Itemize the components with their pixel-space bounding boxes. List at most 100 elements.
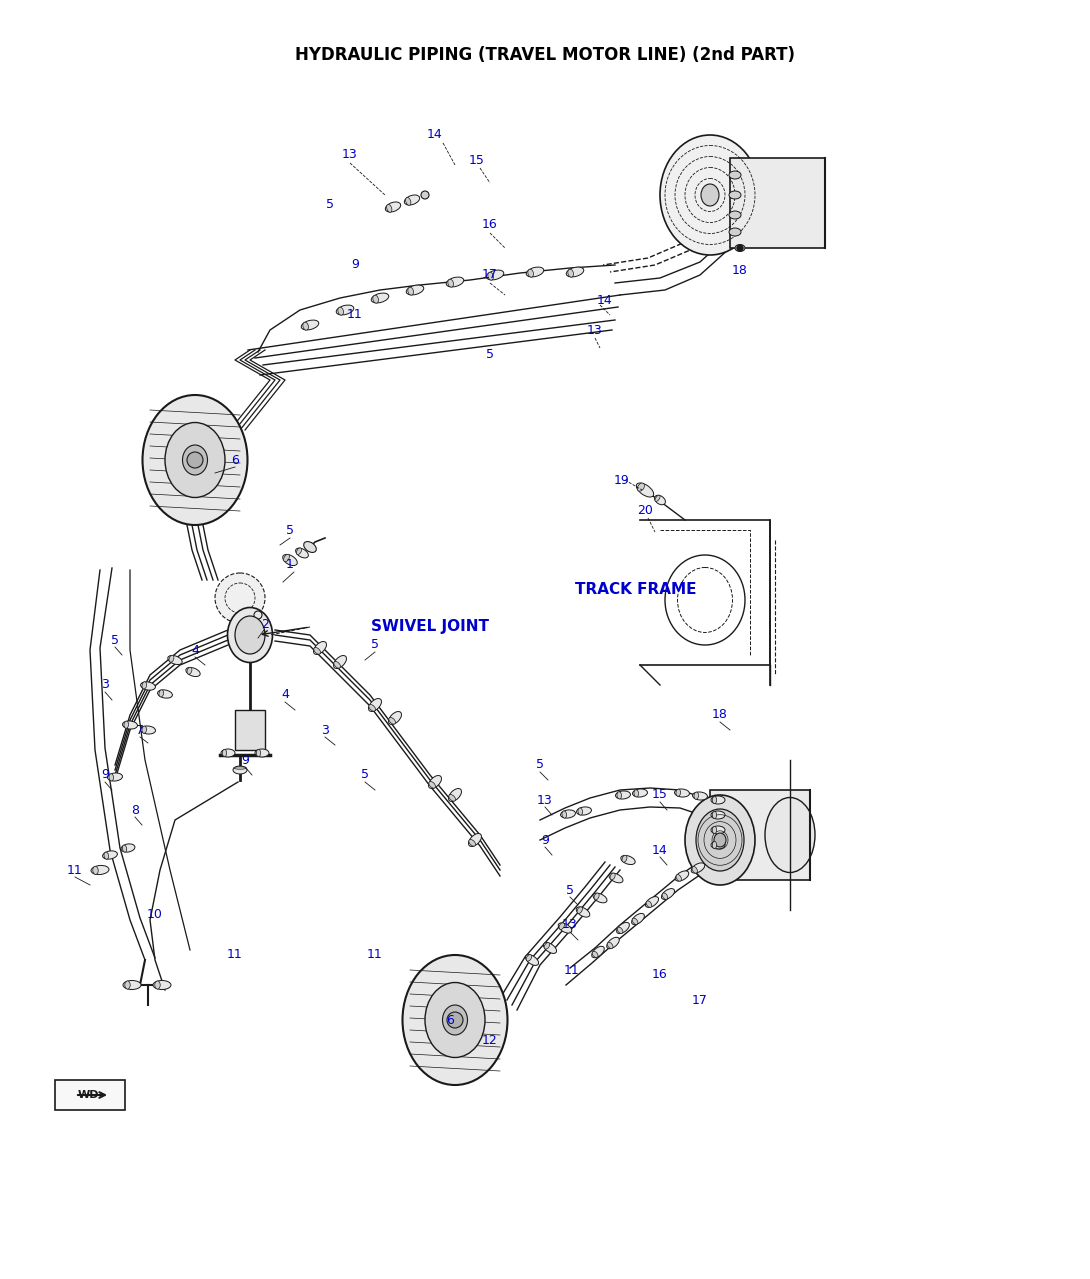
Ellipse shape [692,867,698,874]
Text: 15: 15 [652,788,668,802]
Ellipse shape [729,228,741,237]
Text: 13: 13 [537,793,553,807]
Ellipse shape [713,826,716,834]
Ellipse shape [562,811,567,819]
Ellipse shape [634,789,639,797]
Ellipse shape [713,811,716,819]
Ellipse shape [714,833,726,847]
Ellipse shape [685,796,755,885]
Ellipse shape [124,981,130,989]
Ellipse shape [159,689,164,697]
Ellipse shape [256,749,261,757]
Ellipse shape [102,851,118,859]
Text: 11: 11 [68,863,83,876]
Text: 15: 15 [469,153,485,166]
Ellipse shape [303,322,308,330]
Ellipse shape [676,789,680,797]
Bar [54,1079,125,1110]
Ellipse shape [304,541,316,553]
Ellipse shape [449,794,456,801]
Ellipse shape [578,808,582,815]
Ellipse shape [389,718,396,724]
Ellipse shape [121,844,135,852]
Ellipse shape [428,775,441,788]
Ellipse shape [143,395,247,524]
Bar [730,159,825,248]
Text: 7: 7 [136,724,144,737]
Text: 4: 4 [191,643,199,656]
Ellipse shape [592,952,598,958]
Ellipse shape [338,307,343,315]
Ellipse shape [124,721,129,728]
Ellipse shape [558,923,572,934]
Ellipse shape [222,749,227,757]
Text: 9: 9 [351,258,359,271]
Ellipse shape [691,863,705,874]
Ellipse shape [109,774,113,781]
Ellipse shape [282,554,298,565]
Ellipse shape [169,655,174,663]
Ellipse shape [233,766,247,774]
Ellipse shape [609,874,623,883]
Ellipse shape [662,889,675,899]
Ellipse shape [142,682,147,689]
Ellipse shape [405,197,411,205]
Ellipse shape [122,845,126,852]
Ellipse shape [610,874,615,880]
Text: 17: 17 [692,994,707,1007]
Ellipse shape [158,689,172,698]
Ellipse shape [528,269,533,278]
Text: 14: 14 [427,128,443,142]
Text: 5: 5 [371,638,379,651]
Ellipse shape [408,288,413,295]
Text: 9: 9 [541,834,549,847]
Ellipse shape [221,749,235,757]
Ellipse shape [428,781,436,788]
Text: 9: 9 [101,769,109,781]
Text: 13: 13 [588,324,603,336]
Ellipse shape [185,668,201,677]
Ellipse shape [142,726,146,733]
Text: 19: 19 [614,473,630,486]
Ellipse shape [404,194,420,205]
Ellipse shape [711,811,725,819]
Ellipse shape [93,866,98,875]
Ellipse shape [694,792,699,799]
Text: 3: 3 [101,678,109,692]
Ellipse shape [616,790,630,799]
Ellipse shape [108,773,122,781]
Ellipse shape [593,893,607,903]
Ellipse shape [448,789,461,802]
Text: TRACK FRAME: TRACK FRAME [576,582,697,597]
Text: 20: 20 [637,504,653,517]
Ellipse shape [421,191,429,200]
Circle shape [215,573,265,623]
Ellipse shape [122,721,137,729]
Ellipse shape [165,422,225,498]
Ellipse shape [182,445,207,475]
Ellipse shape [765,798,815,872]
Ellipse shape [295,549,308,558]
Ellipse shape [592,946,604,958]
Ellipse shape [336,306,354,315]
Ellipse shape [469,834,482,847]
Ellipse shape [123,981,141,990]
Ellipse shape [155,981,160,989]
Ellipse shape [402,955,508,1085]
Ellipse shape [446,278,463,286]
Ellipse shape [566,267,584,278]
Circle shape [447,1012,463,1028]
Ellipse shape [631,913,644,925]
Ellipse shape [568,269,573,278]
Text: 10: 10 [147,908,162,921]
Text: 4: 4 [281,688,289,701]
Ellipse shape [388,711,401,724]
Text: 14: 14 [652,843,668,857]
Ellipse shape [713,797,716,803]
Ellipse shape [711,842,725,849]
Ellipse shape [544,943,557,953]
Ellipse shape [233,767,246,769]
Text: 5: 5 [486,348,494,362]
Text: 13: 13 [342,148,358,161]
Ellipse shape [655,495,661,501]
